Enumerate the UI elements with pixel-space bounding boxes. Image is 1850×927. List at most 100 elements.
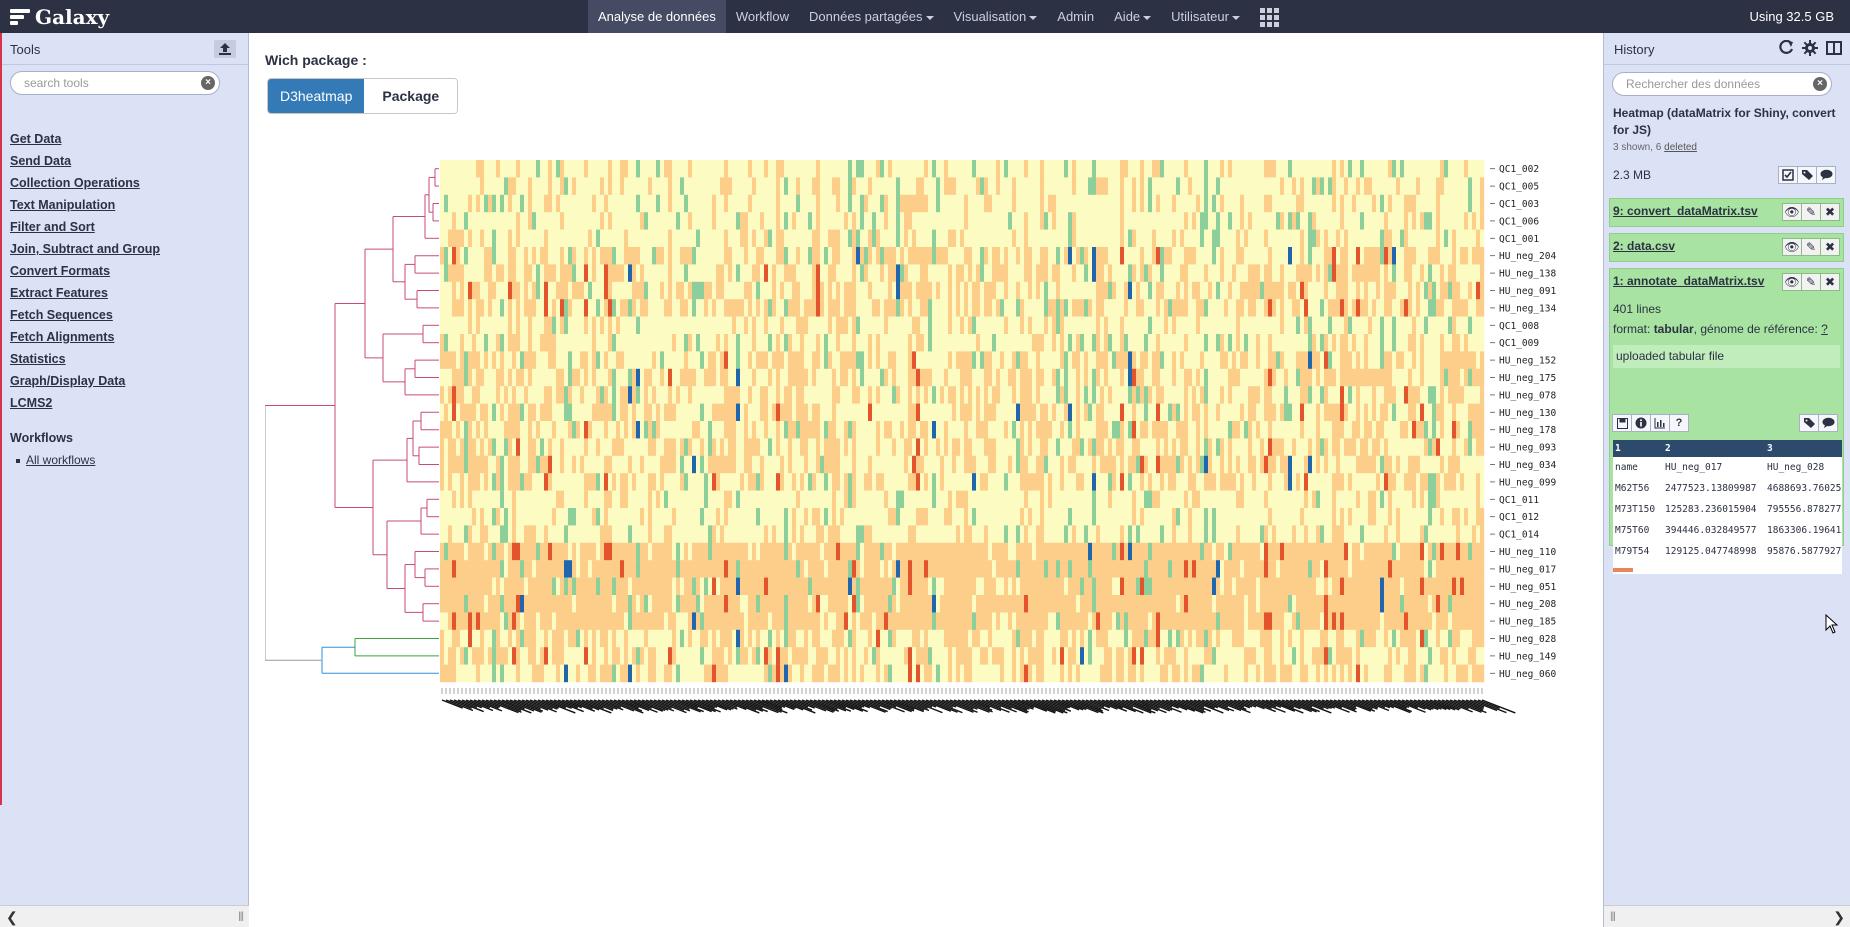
heatmap-cell [1420, 316, 1425, 335]
heatmap-cell [960, 473, 965, 491]
heatmap-cell [568, 473, 573, 491]
tool-search-input[interactable] [24, 72, 204, 94]
heatmap-cell [632, 212, 637, 230]
heatmap-cell [1096, 421, 1101, 439]
tool-section-link[interactable]: Convert Formats [10, 264, 111, 278]
heatmap-cell [676, 316, 681, 335]
heatmap-cell [1356, 403, 1361, 422]
heatmap-cell [1432, 368, 1437, 387]
heatmap-cell [1112, 281, 1117, 300]
tool-section-link[interactable]: Join, Subtract and Group [10, 242, 161, 256]
heatmap-cell [1416, 177, 1421, 195]
tool-section-link[interactable]: Statistics [10, 352, 66, 366]
heatmap-cell [564, 160, 569, 178]
heatmap-cell [936, 160, 941, 178]
heatmap-cell [1324, 316, 1329, 335]
heatmap-cell [608, 177, 613, 195]
heatmap-cell [1280, 212, 1285, 230]
tab-d3heatmap[interactable]: D3heatmap [268, 79, 365, 113]
apps-grid-button[interactable] [1250, 0, 1289, 33]
heatmap-cell [748, 212, 753, 230]
all-workflows-link[interactable]: All workflows [26, 453, 96, 467]
heatmap-cell [676, 351, 681, 369]
nav-item[interactable]: Données partagées [799, 0, 943, 33]
nav-item[interactable]: Utilisateur [1161, 0, 1250, 33]
heatmap-cell [1440, 386, 1445, 404]
tool-panel-scrollbar[interactable]: ❮ ||| [0, 905, 249, 927]
clear-search-icon[interactable]: × [201, 76, 215, 90]
tool-section-link[interactable]: Collection Operations [10, 176, 140, 190]
heatmap-cell [1224, 351, 1229, 369]
heatmap-cell [616, 368, 621, 387]
nav-item[interactable]: Admin [1047, 0, 1104, 33]
grip-icon[interactable]: ||| [238, 911, 244, 922]
tool-section-link[interactable]: Extract Features [10, 286, 108, 300]
heatmap-cell [1416, 247, 1421, 265]
heatmap-cell [724, 386, 729, 404]
heatmap-cell [1456, 177, 1461, 195]
nav-item[interactable]: Visualisation [944, 0, 1048, 33]
heatmap-cell [708, 247, 713, 265]
heatmap-cell [1256, 455, 1261, 474]
heatmap-cell [756, 177, 761, 195]
heatmap-cell [1396, 351, 1401, 369]
tool-section-link[interactable]: Text Manipulation [10, 198, 116, 212]
heatmap-cell [476, 160, 481, 178]
heatmap-cell [1052, 438, 1057, 456]
tool-section-link[interactable]: Fetch Alignments [10, 330, 115, 344]
heatmap-cell [556, 160, 561, 178]
heatmap-cell [964, 281, 969, 300]
heatmap-cell [836, 194, 841, 213]
tool-section-link[interactable]: LCMS2 [10, 396, 53, 410]
heatmap-cell [684, 264, 689, 282]
heatmap-cell [568, 212, 573, 230]
heatmap-cell [668, 455, 673, 474]
heatmap-cell [1172, 316, 1177, 335]
scroll-left-icon[interactable]: ❮ [6, 909, 18, 925]
top-nav: Analyse de données Workflow Données partag… [588, 0, 1289, 33]
tool-section-link[interactable]: Get Data [10, 132, 62, 146]
heatmap-cell [748, 177, 753, 195]
nav-item[interactable]: Analyse de données [588, 0, 726, 33]
heatmap-cell [688, 473, 693, 491]
heatmap-cell [676, 264, 681, 282]
heatmap-cell [524, 160, 529, 178]
upload-icon[interactable] [214, 40, 236, 58]
heatmap-cell [748, 473, 753, 491]
heatmap-cell [516, 351, 521, 369]
tool-section-link[interactable]: Send Data [10, 154, 72, 168]
heatmap-cell [780, 281, 785, 300]
heatmap-cell [1424, 212, 1429, 230]
heatmap-cell [1036, 421, 1041, 439]
heatmap-cell [724, 438, 729, 456]
heatmap-cell [928, 473, 933, 491]
heatmap-cell [1460, 160, 1465, 178]
nav-item[interactable]: Workflow [726, 0, 799, 33]
tab-package[interactable]: Package [364, 79, 458, 113]
heatmap-cell [1136, 247, 1141, 265]
tool-section-link[interactable]: Filter and Sort [10, 220, 95, 234]
heatmap-cell [1016, 403, 1021, 422]
heatmap-cell [1000, 386, 1005, 404]
heatmap-cell [1148, 229, 1153, 248]
brand[interactable]: Galaxy [10, 4, 109, 29]
tool-section-link[interactable]: Fetch Sequences [10, 308, 113, 322]
heatmap-cell [808, 403, 813, 422]
heatmap-cell [764, 438, 769, 456]
nav-item[interactable]: Aide [1104, 0, 1161, 33]
heatmap-cell [888, 316, 893, 335]
heatmap-cell [780, 247, 785, 265]
heatmap-cell [544, 177, 549, 195]
heatmap-cell [764, 473, 769, 491]
heatmap-cell [940, 386, 945, 404]
heatmap-cell [772, 160, 777, 178]
heatmap-cell [804, 473, 809, 491]
heatmap-cell [1368, 316, 1373, 335]
heatmap-cells[interactable] [440, 160, 1485, 683]
heatmap-cell [1412, 455, 1417, 474]
heatmap-cell [836, 386, 841, 404]
heatmap-cell [852, 368, 857, 387]
tool-section-link[interactable]: Graph/Display Data [10, 374, 126, 388]
heatmap-cell [1032, 229, 1037, 248]
heatmap-cell [660, 194, 665, 213]
